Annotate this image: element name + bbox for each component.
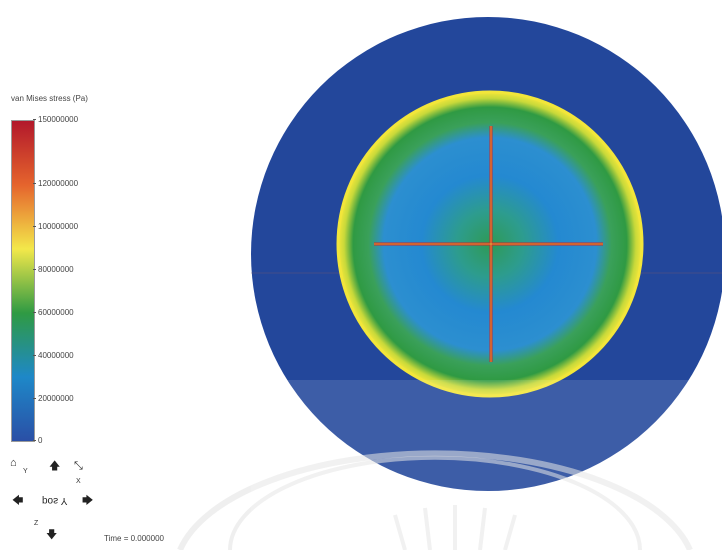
triad-axis-z: Z xyxy=(34,520,39,527)
rotate-left-arrow-icon[interactable]: 🡄 xyxy=(12,495,24,507)
triad-axis-y: Y xyxy=(23,468,28,475)
specimen-edge xyxy=(336,90,644,398)
rotate-up-arrow-icon[interactable]: 🡅 xyxy=(49,460,61,472)
rotate-right-arrow-icon[interactable]: 🡆 xyxy=(82,495,94,507)
legend-tick-60000000: 60000000 xyxy=(33,309,74,317)
legend-tick-80000000: 80000000 xyxy=(33,266,74,274)
legend-tick-40000000: 40000000 xyxy=(33,352,74,360)
legend-tick-120000000: 120000000 xyxy=(33,180,78,188)
legend-tick-20000000: 20000000 xyxy=(33,395,74,403)
view-orientation-label: pos Y xyxy=(42,495,68,506)
orientation-triad: ⌂ Y 🡅 ⤡ X 🡄 pos Y 🡆 Z 🡇 xyxy=(6,455,96,550)
legend-tick-100000000: 100000000 xyxy=(33,223,78,231)
time-readout: Time = 0.000000 xyxy=(104,534,164,543)
legend-tick-0: 0 xyxy=(33,437,42,445)
legend-title: van Mises stress (Pa) xyxy=(11,94,88,103)
rotate-diagonal-icon[interactable]: ⤡ xyxy=(74,460,83,472)
rotate-down-arrow-icon[interactable]: 🡇 xyxy=(46,529,58,541)
home-view-icon[interactable]: ⌂ xyxy=(10,457,17,469)
triad-axis-x: X xyxy=(76,478,81,485)
legend-tick-150000000: 150000000 xyxy=(33,116,78,124)
color-scale-bar xyxy=(11,120,35,442)
